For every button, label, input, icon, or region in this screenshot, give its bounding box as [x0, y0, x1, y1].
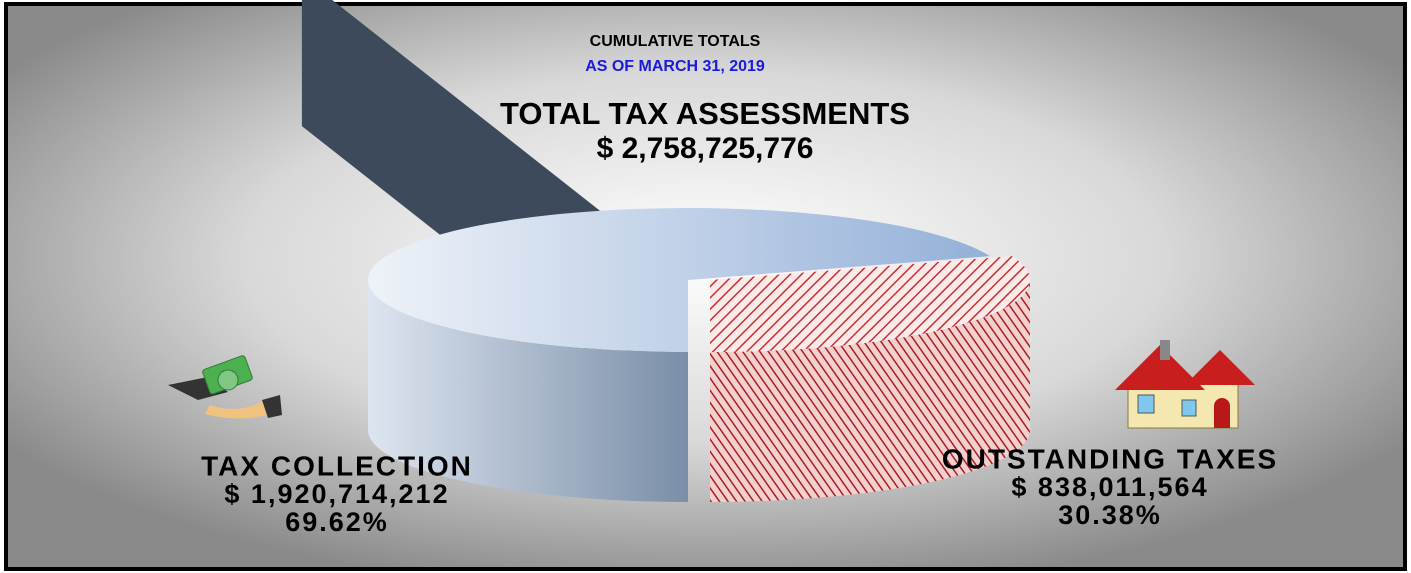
value-label: 30.38% [1058, 500, 1162, 530]
slice [368, 208, 990, 352]
slice-side [710, 280, 1030, 502]
slice [710, 256, 1030, 352]
house-icon [1115, 340, 1255, 429]
background [4, 2, 1407, 571]
category-label: OUTSTANDING TAXES [942, 443, 1278, 474]
pie [301, 0, 1030, 502]
chart-subtitle: AS OF MARCH 31, 2019 [585, 58, 765, 75]
amount-label: $ 838,011,564 [1011, 472, 1208, 502]
total-label: TOTAL TAX ASSESSMENTS [500, 96, 910, 131]
category-label: TAX COLLECTION [201, 450, 473, 481]
slice-side [368, 280, 688, 502]
chart-title: CUMULATIVE TOTALS [590, 33, 761, 50]
money-icon [168, 355, 282, 419]
amount-label: $ 1,920,714,212 [224, 479, 449, 509]
total-amount: $ 2,758,725,776 [597, 132, 814, 165]
value-label: 69.62% [285, 507, 389, 537]
